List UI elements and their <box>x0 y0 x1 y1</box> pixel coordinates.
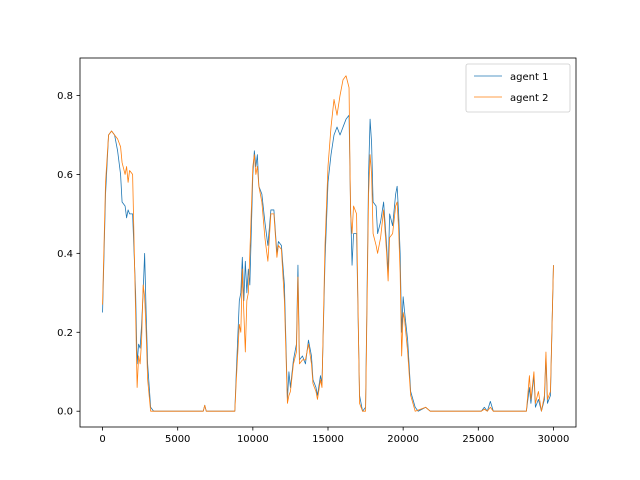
y-axis-ticks: 0.0 0.2 0.4 0.6 0.8 <box>57 91 80 418</box>
x-axis-ticks: 0 5000 10000 15000 20000 25000 30000 <box>99 427 569 445</box>
x-tick-label: 30000 <box>538 434 570 445</box>
x-tick-label: 25000 <box>462 434 494 445</box>
x-tick-label: 10000 <box>237 434 269 445</box>
y-tick-label: 0.2 <box>57 328 73 339</box>
legend: agent 1 agent 2 <box>465 63 571 113</box>
series-lines <box>102 75 554 412</box>
y-tick-label: 0.8 <box>57 91 73 102</box>
series-line-agent-2 <box>102 75 554 412</box>
y-tick-label: 0.0 <box>57 407 73 418</box>
x-tick-label: 15000 <box>312 434 344 445</box>
x-tick-label: 5000 <box>165 434 190 445</box>
y-tick-label: 0.4 <box>57 249 73 260</box>
x-tick-label: 20000 <box>387 434 419 445</box>
y-tick-label: 0.6 <box>57 170 73 181</box>
legend-label-agent-2: agent 2 <box>510 93 548 104</box>
legend-label-agent-1: agent 1 <box>510 72 548 83</box>
x-tick-label: 0 <box>99 434 105 445</box>
